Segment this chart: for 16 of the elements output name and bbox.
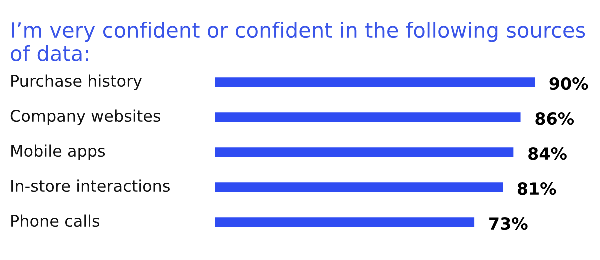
y-tick-label: Phone calls (12, 214, 100, 228)
bar (215, 112, 521, 122)
y-tick-label: In-store interactions (12, 180, 170, 192)
data-label: 81% (518, 182, 556, 196)
data-label: 86% (536, 112, 574, 126)
bar (215, 218, 475, 228)
bar (215, 78, 535, 88)
y-tick-label: Purchase history (12, 74, 142, 90)
y-tick-label: Company websites (10, 110, 160, 126)
data-label: 84% (528, 148, 567, 160)
chart-title: I’m very confident or confident in the following sources of data: (11, 22, 586, 62)
bar (215, 148, 514, 158)
bar (215, 182, 503, 192)
data-label: 73% (490, 218, 528, 230)
y-tick-label: Mobile apps (12, 144, 106, 160)
data-label: 90% (550, 78, 588, 90)
